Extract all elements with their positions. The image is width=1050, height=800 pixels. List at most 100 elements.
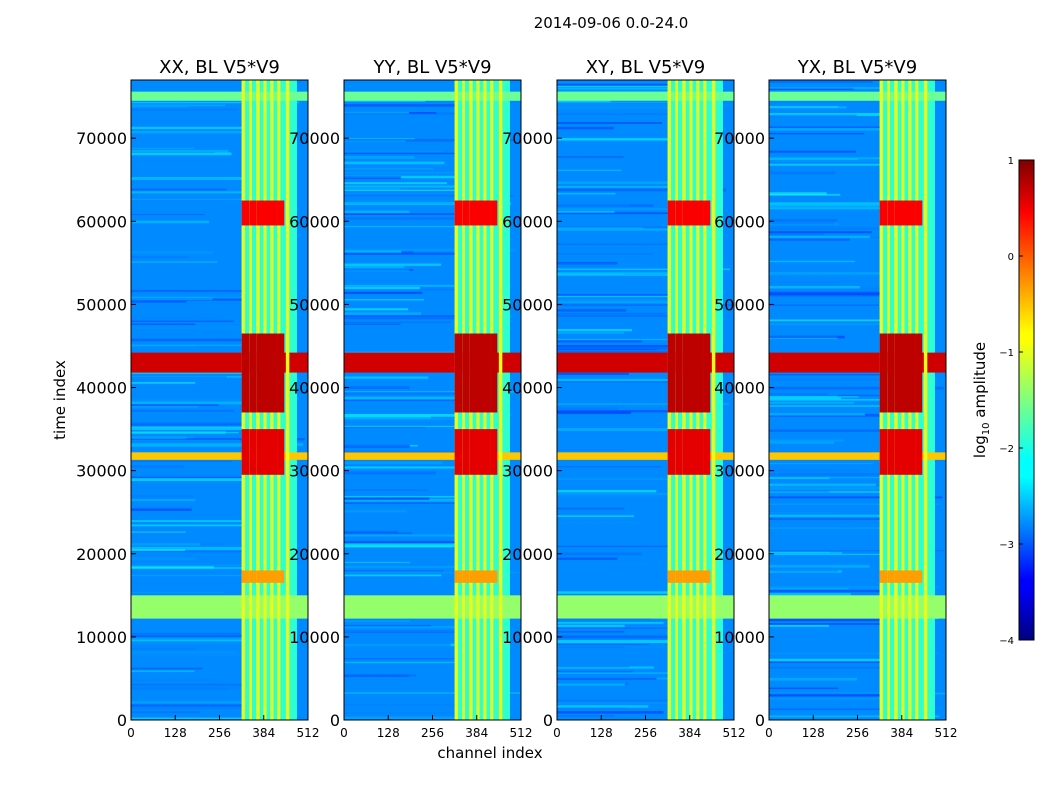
hot-block	[462, 429, 469, 475]
noise-streak	[769, 593, 851, 596]
noise-streak	[557, 492, 680, 496]
noise-streak	[131, 104, 226, 107]
noise-streak	[557, 104, 733, 106]
noise-streak	[557, 545, 715, 548]
noise-streak	[344, 419, 444, 421]
hot-block	[270, 429, 278, 475]
colorbar-tick-label: −3	[999, 540, 1014, 551]
hot-block	[675, 429, 682, 475]
noise-streak	[131, 651, 237, 653]
noise-streak	[769, 715, 897, 717]
noise-streak	[769, 439, 844, 442]
noise-streak	[557, 500, 681, 502]
noise-streak	[557, 350, 699, 354]
hot-block	[277, 570, 285, 583]
hot-block	[879, 570, 888, 583]
noise-streak	[769, 483, 876, 487]
noise-streak	[131, 670, 195, 672]
hot-block	[915, 200, 923, 226]
noise-streak	[769, 586, 940, 589]
noise-streak	[131, 445, 279, 447]
noise-streak	[769, 233, 825, 235]
noise-streak	[131, 152, 232, 156]
noise-streak	[131, 653, 278, 656]
noise-streak	[557, 210, 615, 213]
noise-streak	[344, 489, 428, 491]
hot-block	[901, 570, 909, 583]
noise-streak	[344, 704, 469, 706]
noise-streak	[769, 260, 855, 263]
noise-streak	[557, 378, 691, 381]
y-tick-label: 20000	[289, 545, 340, 564]
noise-streak	[131, 126, 277, 130]
hot-block	[703, 200, 711, 226]
noise-streak	[131, 131, 283, 134]
hot-block	[490, 429, 498, 475]
noise-streak	[344, 185, 483, 188]
hot-block	[249, 200, 256, 226]
noise-streak	[769, 171, 836, 175]
noise-streak	[131, 711, 200, 714]
noise-streak	[344, 565, 481, 569]
noise-streak	[557, 515, 635, 517]
x-tick-label: 384	[890, 726, 913, 740]
noise-streak	[344, 631, 483, 634]
noise-streak	[131, 642, 303, 645]
noise-streak	[344, 561, 406, 563]
noise-streak	[769, 693, 935, 697]
noise-streak	[131, 683, 246, 686]
noise-streak	[344, 393, 497, 397]
noise-streak	[557, 644, 649, 646]
noise-streak	[557, 507, 625, 510]
noise-streak	[557, 489, 657, 493]
noise-streak	[344, 269, 410, 272]
noise-streak	[769, 708, 884, 710]
noise-streak	[769, 518, 908, 520]
y-tick-label: 50000	[502, 295, 553, 314]
noise-streak	[557, 212, 706, 215]
noise-streak	[344, 425, 479, 427]
noise-streak	[344, 250, 402, 254]
y-tick-label: 10000	[502, 628, 553, 647]
x-tick-label: 512	[297, 726, 320, 740]
noise-streak	[557, 405, 656, 409]
noise-streak	[769, 202, 921, 205]
hot-block	[667, 200, 676, 226]
noise-streak	[131, 432, 239, 434]
noise-streak	[557, 139, 708, 141]
noise-streak	[344, 426, 426, 429]
noise-streak	[557, 715, 615, 717]
hot-block	[908, 333, 916, 413]
noise-streak	[557, 407, 619, 410]
noise-streak	[769, 335, 845, 339]
noise-streak	[769, 662, 927, 664]
noise-streak	[769, 238, 850, 241]
noise-streak	[344, 415, 431, 419]
hot-block	[682, 429, 690, 475]
noise-streak	[769, 195, 894, 199]
noise-streak	[557, 188, 726, 192]
noise-streak	[769, 496, 943, 499]
noise-streak	[131, 214, 205, 216]
hot-block	[241, 200, 250, 226]
hot-block	[682, 200, 690, 226]
hot-block	[249, 333, 256, 413]
hot-block	[667, 429, 676, 475]
hot-block	[887, 333, 894, 413]
hot-block	[256, 429, 264, 475]
y-tick-label: 10000	[289, 628, 340, 647]
noise-streak	[769, 394, 916, 397]
heatmap-image	[769, 80, 946, 720]
hot-block	[675, 333, 682, 413]
noise-streak	[131, 524, 259, 527]
noise-streak	[769, 618, 922, 622]
x-axis-label: channel index	[437, 744, 542, 762]
noise-streak	[131, 717, 262, 720]
rfi-line	[285, 80, 290, 720]
noise-streak	[344, 399, 508, 402]
noise-streak	[131, 376, 227, 378]
hot-block	[689, 429, 697, 475]
noise-streak	[131, 508, 192, 511]
noise-streak	[557, 268, 731, 271]
noise-streak	[344, 534, 465, 537]
